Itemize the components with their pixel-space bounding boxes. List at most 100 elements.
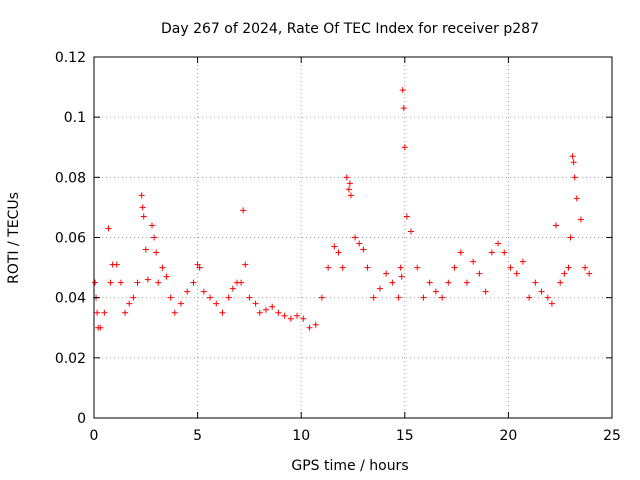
data-point (294, 312, 301, 319)
data-point (130, 294, 137, 301)
y-tick-label: 0.04 (55, 291, 86, 307)
data-point (262, 306, 269, 313)
data-point (495, 240, 502, 247)
data-point (395, 294, 402, 301)
x-tick-label: 0 (90, 428, 99, 444)
data-point (252, 300, 259, 307)
data-point (389, 279, 396, 286)
data-point (383, 270, 390, 277)
data-point (352, 234, 359, 241)
axis-ticks (93, 56, 613, 419)
data-point (269, 303, 276, 310)
data-point (153, 249, 160, 256)
data-point (256, 309, 263, 316)
data-point (122, 309, 129, 316)
data-point (196, 264, 203, 271)
data-point (577, 216, 584, 223)
data-point (325, 264, 332, 271)
chart-title: Day 267 of 2024, Rate Of TEC Index for r… (161, 21, 539, 37)
data-point (167, 294, 174, 301)
data-point (178, 300, 185, 307)
data-point (151, 234, 158, 241)
data-point (213, 300, 220, 307)
data-point (513, 270, 520, 277)
y-tick-label: 0.06 (55, 231, 86, 247)
data-point (488, 249, 495, 256)
data-point (397, 264, 404, 271)
data-point (569, 153, 576, 160)
x-tick-label: 5 (193, 428, 202, 444)
data-point (281, 312, 288, 319)
data-point (463, 279, 470, 286)
data-point (306, 324, 313, 331)
data-point (567, 234, 574, 241)
data-point (219, 309, 226, 316)
x-tick-label: 10 (292, 428, 310, 444)
data-point (144, 276, 151, 283)
data-point (345, 186, 352, 193)
data-point (190, 279, 197, 286)
x-tick-label: 20 (499, 428, 517, 444)
data-point (570, 159, 577, 166)
data-point (184, 288, 191, 295)
data-point (134, 279, 141, 286)
data-point (149, 222, 156, 229)
data-point (318, 294, 325, 301)
data-point (140, 213, 147, 220)
data-point (532, 279, 539, 286)
data-point (275, 309, 282, 316)
data-point (113, 261, 120, 268)
data-point (138, 192, 145, 199)
data-point (420, 294, 427, 301)
data-point (117, 279, 124, 286)
x-axis-label: GPS time / hours (291, 458, 408, 474)
data-point (142, 246, 149, 253)
data-point (400, 105, 407, 112)
data-point (482, 288, 489, 295)
data-point (544, 294, 551, 301)
x-tick-labels: 0 5 10 15 20 25 (90, 428, 621, 444)
data-point (246, 294, 253, 301)
data-point (94, 309, 101, 316)
data-point (171, 309, 178, 316)
data-point (155, 279, 162, 286)
grid-lines (94, 57, 612, 418)
y-axis-label: ROTI / TECUs (6, 192, 22, 284)
x-tick-label: 25 (603, 428, 621, 444)
data-point (200, 288, 207, 295)
data-point (399, 87, 406, 94)
data-point (370, 294, 377, 301)
data-point (159, 264, 166, 271)
data-point (501, 249, 508, 256)
data-point (364, 264, 371, 271)
data-point (408, 228, 415, 235)
data-point (92, 279, 99, 286)
data-point (101, 309, 108, 316)
data-point (356, 240, 363, 247)
data-point (312, 321, 319, 328)
data-point (347, 192, 354, 199)
data-point (229, 285, 236, 292)
data-point (565, 264, 572, 271)
data-point (194, 261, 201, 268)
y-tick-label: 0.1 (64, 110, 86, 126)
data-point (403, 213, 410, 220)
x-tick-label: 15 (396, 428, 414, 444)
data-point (105, 225, 112, 232)
data-point (548, 300, 555, 307)
y-tick-labels: 0 0.02 0.04 0.06 0.08 0.1 0.12 (55, 50, 86, 427)
data-point (97, 324, 104, 331)
data-point (300, 315, 307, 322)
data-point (445, 279, 452, 286)
data-point (457, 249, 464, 256)
data-points (92, 87, 593, 331)
data-point (582, 264, 589, 271)
data-point (573, 195, 580, 202)
data-point (432, 288, 439, 295)
data-point (163, 273, 170, 280)
data-point (557, 279, 564, 286)
data-point (526, 294, 533, 301)
y-tick-label: 0.08 (55, 170, 86, 186)
data-point (553, 222, 560, 229)
